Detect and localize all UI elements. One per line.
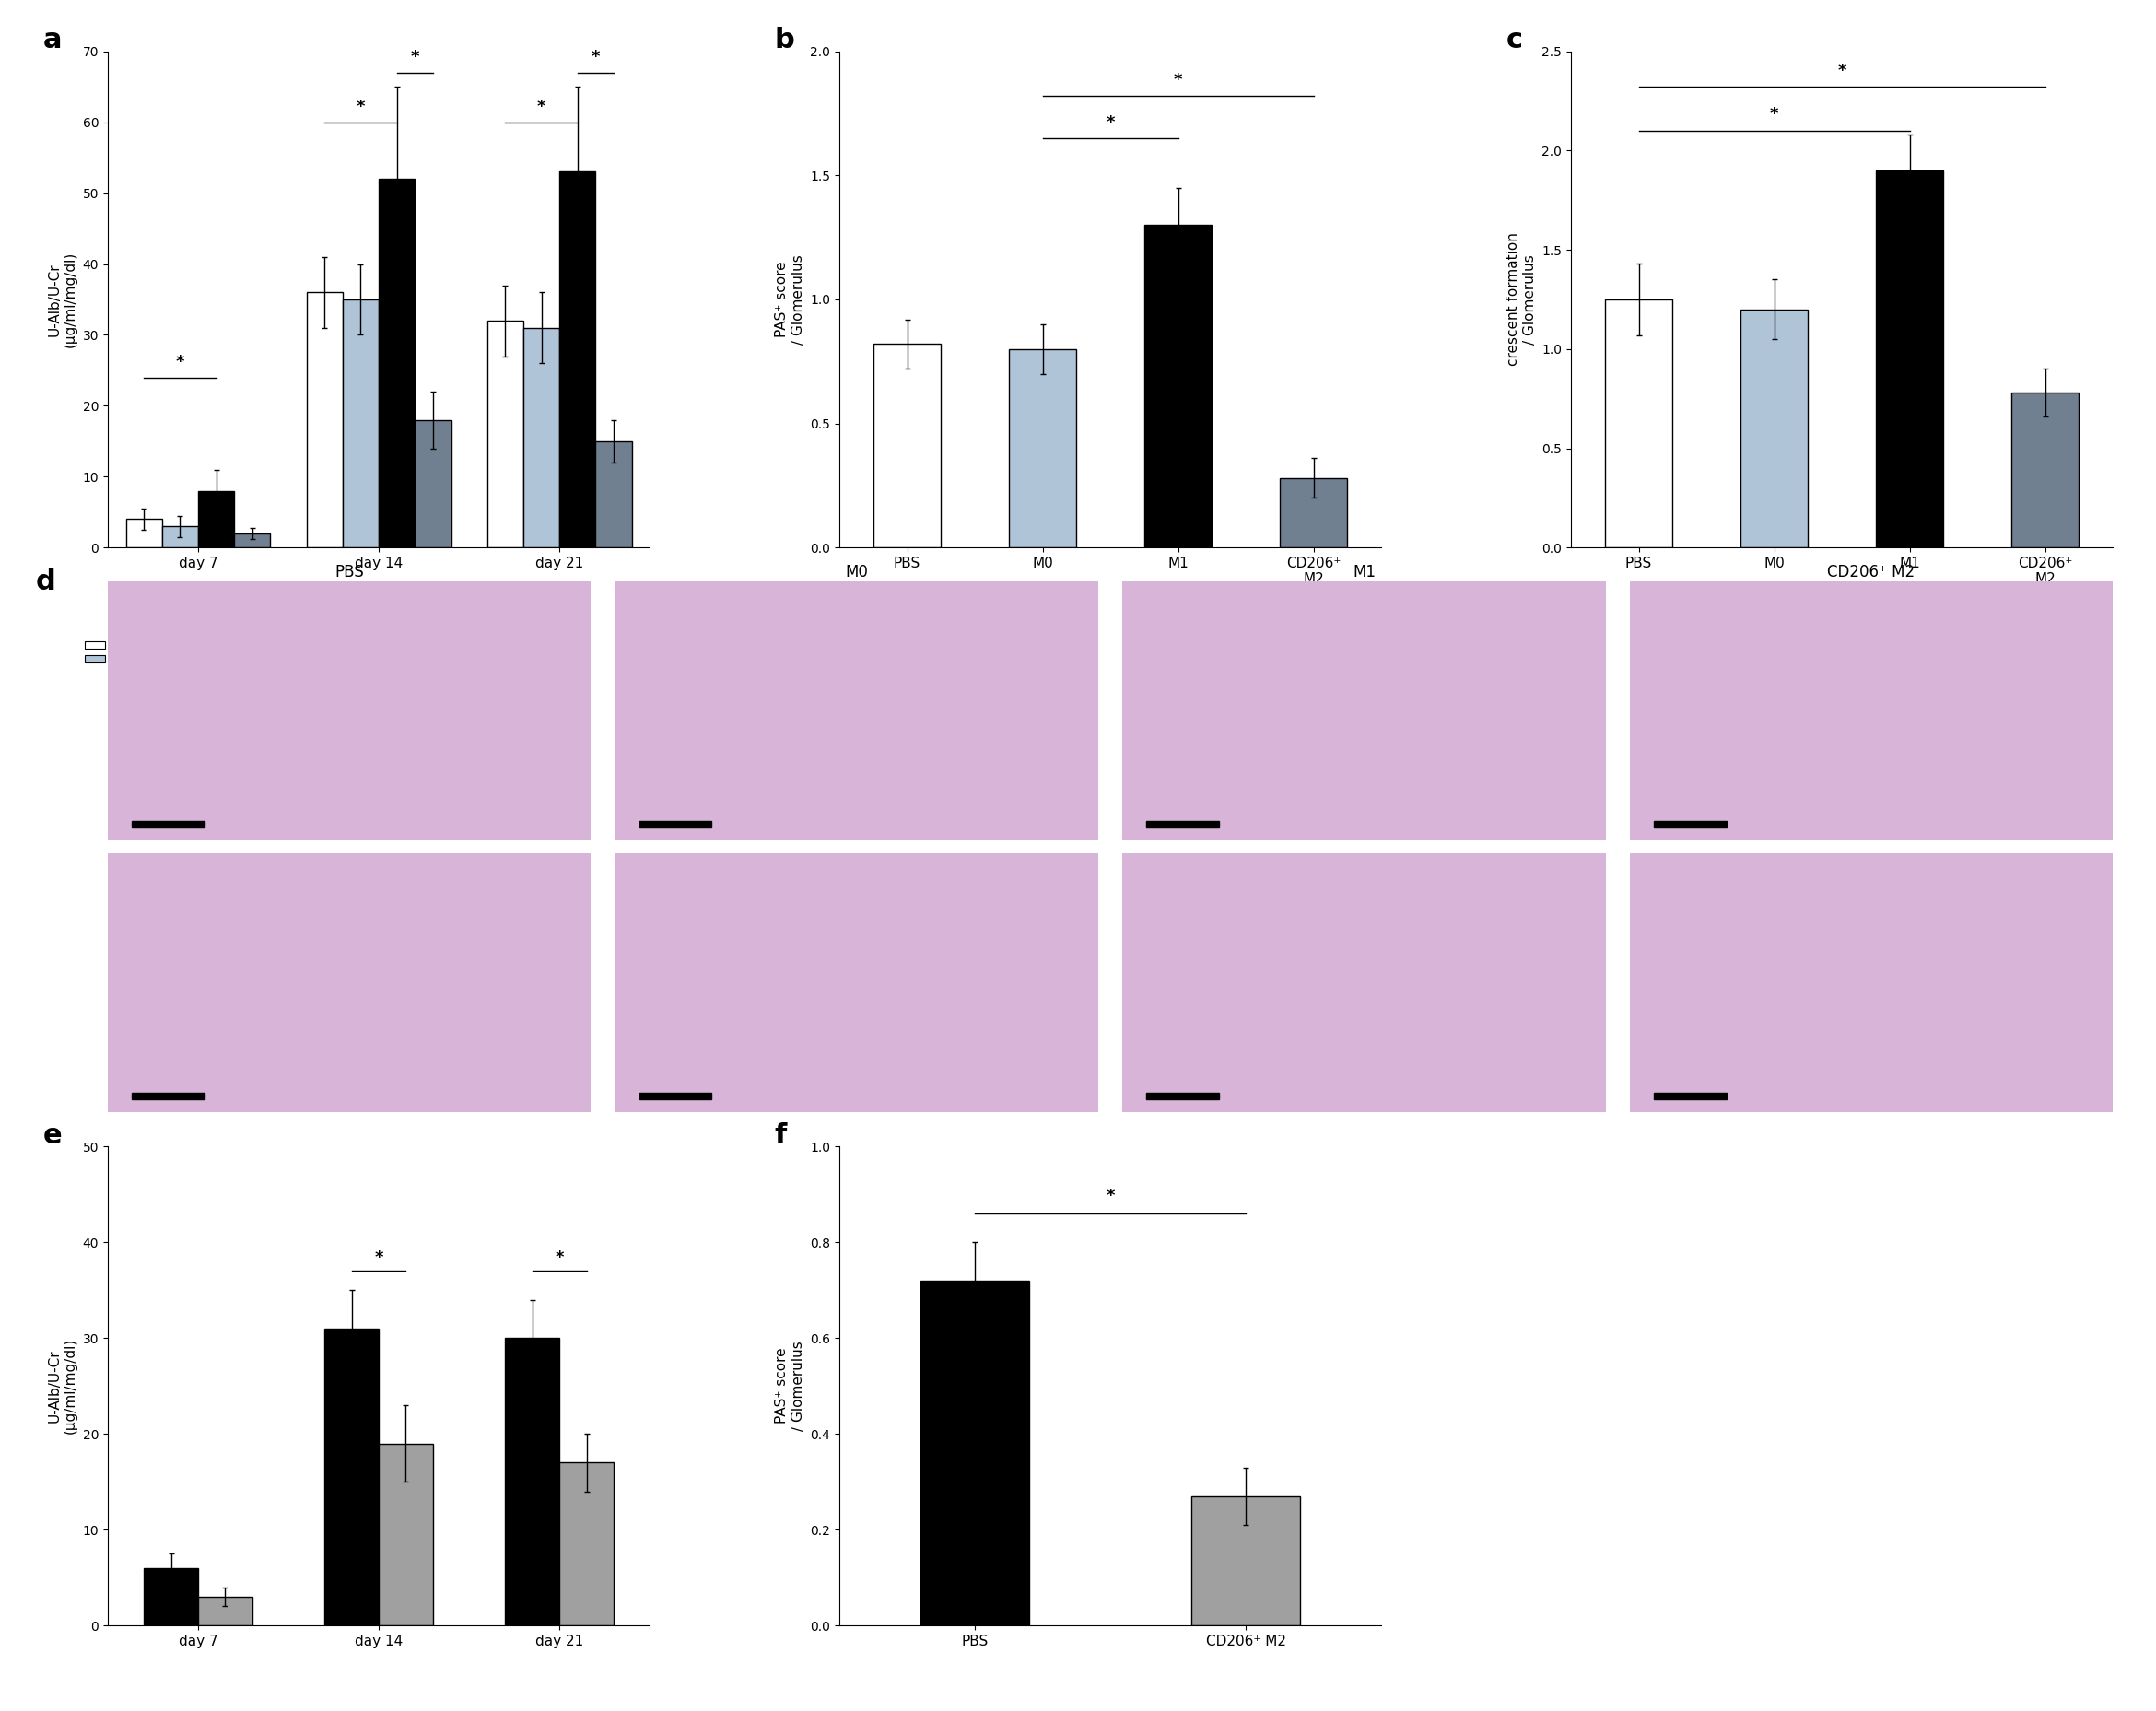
Text: *: * <box>356 99 364 115</box>
Bar <box>873 344 940 548</box>
Bar <box>162 527 198 548</box>
Bar <box>505 1338 558 1625</box>
Bar <box>1147 1093 1218 1098</box>
Text: d: d <box>34 568 56 595</box>
Text: *: * <box>1173 72 1181 89</box>
Bar <box>1009 349 1076 548</box>
Text: *: * <box>554 1249 563 1266</box>
Bar <box>2012 394 2078 548</box>
Bar <box>487 320 524 548</box>
Text: *: * <box>591 50 599 65</box>
Y-axis label: PAS⁺ score
/ Glomerulus: PAS⁺ score / Glomerulus <box>776 255 804 344</box>
Bar <box>379 180 414 548</box>
Bar <box>1654 821 1727 828</box>
Bar <box>640 821 711 828</box>
Title: M0: M0 <box>845 563 869 580</box>
Bar <box>343 299 379 548</box>
Text: f: f <box>774 1122 787 1150</box>
Y-axis label: U-Alb/U-Cr
(μg/ml/mg/dl): U-Alb/U-Cr (μg/ml/mg/dl) <box>47 252 78 347</box>
Bar <box>1147 821 1218 828</box>
Y-axis label: PAS⁺ score
/ Glomerulus: PAS⁺ score / Glomerulus <box>776 1341 804 1430</box>
Bar <box>125 518 162 548</box>
Bar <box>144 1567 198 1625</box>
Title: PBS: PBS <box>334 563 364 580</box>
Bar <box>1654 1093 1727 1098</box>
Text: *: * <box>375 1249 384 1266</box>
Bar <box>379 1444 433 1625</box>
Text: e: e <box>43 1122 63 1150</box>
Bar <box>1604 299 1673 548</box>
Bar <box>640 1093 711 1098</box>
Bar <box>1145 226 1212 548</box>
Bar <box>558 171 595 548</box>
Bar <box>306 293 343 548</box>
Text: *: * <box>1106 1187 1115 1205</box>
Bar <box>326 1328 379 1625</box>
Text: a: a <box>43 26 63 53</box>
Text: b: b <box>774 26 793 53</box>
Text: *: * <box>410 50 418 65</box>
Title: CD206⁺ M2: CD206⁺ M2 <box>1828 563 1915 580</box>
Bar <box>235 534 270 548</box>
Bar <box>1876 171 1943 548</box>
Text: *: * <box>1770 106 1779 123</box>
Text: c: c <box>1505 26 1522 53</box>
Legend: PBS, M0BMM, M1BMM, CD206⁺ M2BMM: PBS, M0BMM, M1BMM, CD206⁺ M2BMM <box>80 636 291 669</box>
Y-axis label: U-Alb/U-Cr
(μg/ml/mg/dl): U-Alb/U-Cr (μg/ml/mg/dl) <box>47 1338 78 1434</box>
Bar <box>132 1093 205 1098</box>
Bar <box>414 419 451 548</box>
Bar <box>1192 1495 1300 1625</box>
Text: *: * <box>1106 115 1115 130</box>
Text: *: * <box>1837 63 1846 79</box>
Bar <box>595 441 632 548</box>
Bar <box>921 1280 1028 1625</box>
Bar <box>198 1596 252 1625</box>
Bar <box>524 329 558 548</box>
Text: *: * <box>537 99 545 115</box>
Bar <box>198 491 235 548</box>
Bar <box>558 1463 614 1625</box>
Bar <box>1740 310 1809 548</box>
Y-axis label: crescent formation
/ Glomerulus: crescent formation / Glomerulus <box>1507 233 1537 366</box>
Text: *: * <box>175 354 185 370</box>
Bar <box>1281 477 1348 548</box>
Title: M1: M1 <box>1352 563 1376 580</box>
Bar <box>132 821 205 828</box>
